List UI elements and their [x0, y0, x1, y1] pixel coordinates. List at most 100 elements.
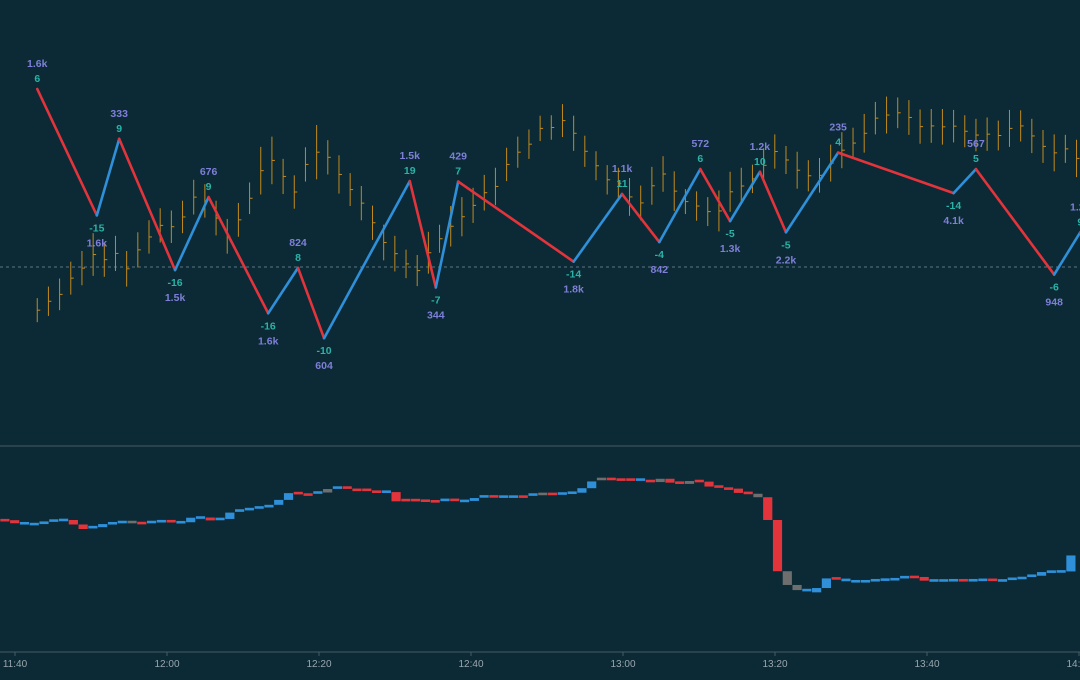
- pivot-volume: 842: [651, 264, 669, 276]
- delta-step: [675, 481, 685, 484]
- delta-step: [137, 521, 147, 525]
- price-bar: [416, 254, 421, 287]
- pivot-volume: 1.5k: [400, 150, 421, 162]
- price-bar: [606, 165, 611, 195]
- pivot-volume: 1.1k: [612, 163, 633, 175]
- price-bar: [304, 147, 309, 182]
- delta-step: [469, 498, 479, 501]
- price-bar: [103, 242, 108, 277]
- delta-step: [117, 520, 127, 524]
- zigzag-up-segment: [728, 170, 762, 223]
- delta-step: [430, 500, 440, 503]
- price-bar: [629, 178, 633, 216]
- price-bar: [483, 174, 488, 211]
- delta-step: [997, 579, 1008, 582]
- delta-step: [391, 492, 401, 502]
- delta-step: [98, 524, 108, 528]
- x-tick-label: 11:40: [3, 659, 28, 670]
- pivot-volume: 2.2k: [776, 254, 797, 266]
- delta-step: [684, 481, 695, 484]
- price-bar: [640, 185, 644, 221]
- pivot-label: -5 2.2k: [776, 239, 797, 266]
- price-bar: [986, 117, 991, 151]
- price-bar: [796, 151, 801, 189]
- pivot-volume: 604: [315, 360, 333, 372]
- delta-step: [587, 481, 597, 489]
- delta-step: [450, 498, 460, 502]
- price-bar: [114, 235, 119, 272]
- delta-step: [39, 521, 49, 525]
- pivot-count: -7: [431, 294, 440, 306]
- price-bar: [528, 129, 532, 159]
- zigzag-down-segment: [836, 151, 955, 195]
- x-tick-label: 14:00: [1066, 659, 1080, 670]
- price-bar: [237, 202, 242, 237]
- delta-step: [968, 578, 978, 582]
- delta-step: [763, 497, 773, 520]
- delta-step: [10, 520, 20, 524]
- pivot-volume: 4.1k: [943, 215, 964, 227]
- delta-step: [29, 522, 39, 526]
- price-bar: [338, 155, 342, 194]
- price-bar: [59, 278, 63, 311]
- pivot-label: -15 1.6k: [87, 222, 108, 249]
- delta-step: [244, 507, 254, 511]
- pivot-count: -15: [89, 222, 104, 234]
- zigzag-up-segment: [658, 167, 702, 244]
- pivot-label: -14 4.1k: [943, 200, 964, 227]
- delta-step: [577, 488, 587, 493]
- zigzag-down-segment: [117, 137, 177, 272]
- zigzag-down-segment: [620, 192, 661, 244]
- delta-step: [518, 495, 528, 498]
- pivot-count: 4: [835, 137, 841, 149]
- pivot-count: 5: [973, 153, 979, 165]
- pivot-volume: 344: [427, 309, 445, 321]
- delta-step: [440, 498, 450, 502]
- zigzag-down-segment: [974, 167, 1056, 276]
- pivot-volume: 235: [829, 122, 847, 134]
- delta-step: [812, 588, 822, 593]
- zigzag-down-segment: [408, 179, 438, 289]
- price-bar: [539, 115, 544, 142]
- price-bar: [729, 171, 734, 212]
- pivot-count: -5: [725, 228, 734, 240]
- zigzag-down-segment: [698, 167, 732, 223]
- price-bar: [182, 200, 186, 234]
- delta-step: [479, 495, 489, 498]
- price-bar: [494, 167, 499, 206]
- price-bar: [897, 97, 901, 129]
- pivot-count: 6: [697, 153, 703, 165]
- delta-step: [528, 493, 538, 496]
- price-bar: [249, 182, 253, 215]
- zigzag-down-segment: [456, 180, 575, 263]
- pivot-label: -16 1.6k: [258, 320, 279, 347]
- pivot-count: 11: [617, 178, 628, 190]
- pivot-volume: 824: [289, 237, 307, 249]
- delta-step: [753, 493, 763, 498]
- delta-step: [655, 478, 665, 483]
- delta-step: [176, 520, 186, 524]
- price-bar: [193, 179, 197, 215]
- price-bar: [148, 220, 152, 254]
- pivot-volume: 1.2k: [750, 141, 771, 153]
- pivot-count: -16: [167, 277, 182, 289]
- delta-step: [313, 491, 323, 494]
- pivot-count: -14: [566, 269, 581, 281]
- delta-step: [274, 499, 284, 505]
- pivot-count: 9: [116, 123, 122, 135]
- delta-step: [68, 519, 78, 525]
- delta-step: [547, 492, 558, 496]
- delta-step: [948, 578, 959, 582]
- zigzag-up-segment: [173, 195, 210, 272]
- zigzag-up-segment: [322, 179, 412, 340]
- price-bar: [573, 115, 577, 151]
- delta-step: [1027, 574, 1037, 578]
- price-bar: [517, 136, 521, 168]
- pivot-volume: 1.2k: [1070, 201, 1080, 213]
